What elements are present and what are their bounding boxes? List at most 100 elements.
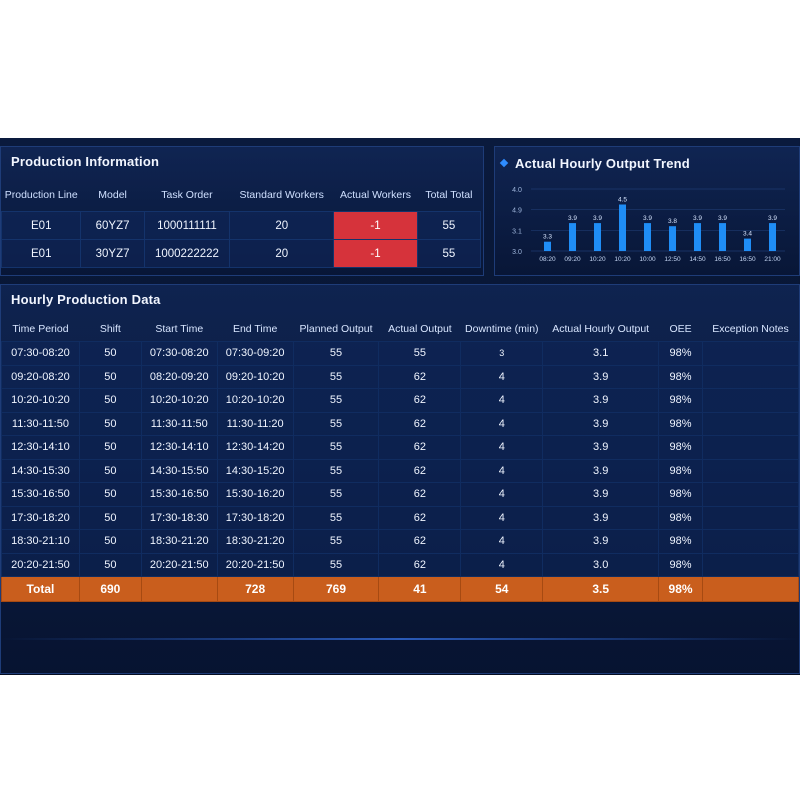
table-row: E01 30YZ7 1000222222 20 -1 55 bbox=[0, 239, 482, 268]
table-cell: 55 bbox=[292, 411, 380, 436]
y-tick-label: 4.0 bbox=[512, 187, 522, 194]
chart-bar bbox=[719, 223, 726, 251]
hourly-output-trend-panel: Actual Hourly Output Trend 4.0 4.9 3.1 3.0 3… bbox=[494, 146, 800, 276]
table-cell: 09:20-10:20 bbox=[216, 364, 294, 389]
bar-data-label: 3.9 bbox=[593, 215, 602, 222]
table-cell: 07:30-08:20 bbox=[140, 341, 218, 366]
table-cell: 20 bbox=[229, 211, 335, 240]
table-cell: 3.9 bbox=[542, 364, 660, 389]
table-cell: 4 bbox=[460, 505, 544, 530]
y-tick-label: 3.1 bbox=[512, 228, 522, 235]
dashboard-screen: Production Information Production Line M… bbox=[0, 138, 800, 675]
chart-bar bbox=[669, 226, 676, 251]
table-cell: 18:30-21:20 bbox=[216, 529, 294, 554]
table-cell: 98% bbox=[658, 505, 704, 530]
table-cell: 55 bbox=[292, 529, 380, 554]
total-cell bbox=[140, 576, 218, 602]
table-cell: 50 bbox=[78, 482, 142, 507]
table-cell: 20 bbox=[229, 239, 335, 268]
table-cell: 08:20-09:20 bbox=[140, 364, 218, 389]
table-cell: 09:20-08:20 bbox=[1, 364, 80, 389]
production-information-title: Production Information bbox=[11, 154, 160, 169]
table-header-row: Time Period Shift Start Time End Time Planne… bbox=[2, 317, 799, 342]
table-cell: E01 bbox=[0, 239, 82, 268]
table-cell: 50 bbox=[78, 552, 142, 577]
total-cell: 98% bbox=[658, 576, 704, 602]
divider bbox=[0, 638, 800, 640]
table-cell: 18:30-21:10 bbox=[1, 529, 80, 554]
x-tick-label: 12:50 bbox=[664, 256, 681, 263]
table-cell: E01 bbox=[0, 211, 82, 240]
column-header: Total Total bbox=[425, 189, 473, 201]
actual-workers-alert-cell: -1 bbox=[333, 239, 418, 268]
bar-data-label: 3.8 bbox=[668, 218, 677, 225]
table-cell: 4 bbox=[460, 364, 544, 389]
column-header: Planned Output bbox=[299, 323, 373, 335]
total-cell: 690 bbox=[78, 576, 142, 602]
table-cell: 15:30-16:50 bbox=[140, 482, 218, 507]
chart-bar bbox=[569, 223, 576, 251]
table-row: 17:30-18:20 50 17:30-18:30 17:30-18:20 55 62 4… bbox=[1, 505, 799, 530]
bar-data-label: 3.9 bbox=[768, 215, 777, 222]
y-tick-label: 4.9 bbox=[512, 208, 522, 215]
chart-bar bbox=[769, 223, 776, 251]
table-cell: 4 bbox=[460, 411, 544, 436]
hourly-output-trend-title: Actual Hourly Output Trend bbox=[515, 156, 690, 171]
total-row: Total 690 728 769 41 54 3.5 98% bbox=[1, 576, 799, 602]
table-row: E01 60YZ7 1000111111 20 -1 55 bbox=[0, 211, 482, 240]
column-header: Actual Workers bbox=[339, 189, 411, 201]
table-cell: 17:30-18:20 bbox=[216, 505, 294, 530]
total-cell: 3.5 bbox=[542, 576, 660, 602]
hourly-output-bar-chart: 4.0 4.9 3.1 3.0 3.3 08:20 3.9 09:20 3.9 10:20 4.5 1… bbox=[512, 187, 785, 263]
table-cell: 62 bbox=[378, 364, 462, 389]
table-cell: 98% bbox=[658, 482, 704, 507]
x-tick-label: 16:50 bbox=[714, 256, 731, 263]
table-cell: 50 bbox=[78, 458, 142, 483]
table-cell: 4 bbox=[460, 435, 544, 460]
table-cell: 11:30-11:50 bbox=[140, 411, 218, 436]
table-cell: 50 bbox=[78, 435, 142, 460]
table-row: 09:20-08:20 50 08:20-09:20 09:20-10:20 55 62 4… bbox=[1, 364, 799, 389]
table-cell bbox=[702, 341, 799, 366]
table-cell: 3.9 bbox=[542, 529, 660, 554]
column-header: Time Period bbox=[12, 323, 69, 335]
table-cell: 98% bbox=[658, 529, 704, 554]
table-cell: 3.9 bbox=[542, 505, 660, 530]
table-cell bbox=[702, 552, 799, 577]
table-cell: 50 bbox=[78, 388, 142, 413]
table-cell: 62 bbox=[378, 435, 462, 460]
total-cell: 728 bbox=[216, 576, 294, 602]
table-cell: 12:30-14:10 bbox=[1, 435, 80, 460]
table-cell: 3.9 bbox=[542, 458, 660, 483]
table-cell: 1000222222 bbox=[143, 239, 231, 268]
diamond-bullet-icon bbox=[499, 158, 509, 168]
column-header: Actual Output bbox=[388, 323, 452, 335]
bar-data-label: 3.9 bbox=[568, 215, 577, 222]
table-cell: 55 bbox=[292, 482, 380, 507]
table-cell: 50 bbox=[78, 341, 142, 366]
chart-bar bbox=[619, 204, 626, 251]
table-row: 15:30-16:50 50 15:30-16:50 15:30-16:20 55 62 4… bbox=[1, 482, 799, 507]
table-cell: 3.0 bbox=[542, 552, 660, 577]
table-cell: 11:30-11:50 bbox=[1, 411, 80, 436]
table-cell: 10:20-10:20 bbox=[1, 388, 80, 413]
table-cell: 11:30-11:20 bbox=[216, 411, 294, 436]
table-cell: 62 bbox=[378, 552, 462, 577]
table-cell: 1000111111 bbox=[143, 211, 231, 240]
table-cell: 10:20-10:20 bbox=[140, 388, 218, 413]
table-cell: 17:30-18:30 bbox=[140, 505, 218, 530]
x-tick-label: 10:20 bbox=[589, 256, 606, 263]
column-header: Start Time bbox=[155, 323, 204, 335]
bar-data-label: 3.9 bbox=[643, 215, 652, 222]
table-cell: 3 bbox=[460, 341, 544, 366]
table-cell: 55 bbox=[416, 211, 482, 240]
column-header: Model bbox=[98, 189, 127, 201]
table-cell: 15:30-16:20 bbox=[216, 482, 294, 507]
x-tick-label: 16:50 bbox=[739, 256, 756, 263]
x-tick-label: 08:20 bbox=[539, 256, 556, 263]
table-cell bbox=[702, 364, 799, 389]
table-cell: 50 bbox=[78, 529, 142, 554]
table-cell: 50 bbox=[78, 411, 142, 436]
x-tick-label: 10:00 bbox=[639, 256, 656, 263]
table-cell: 50 bbox=[78, 364, 142, 389]
